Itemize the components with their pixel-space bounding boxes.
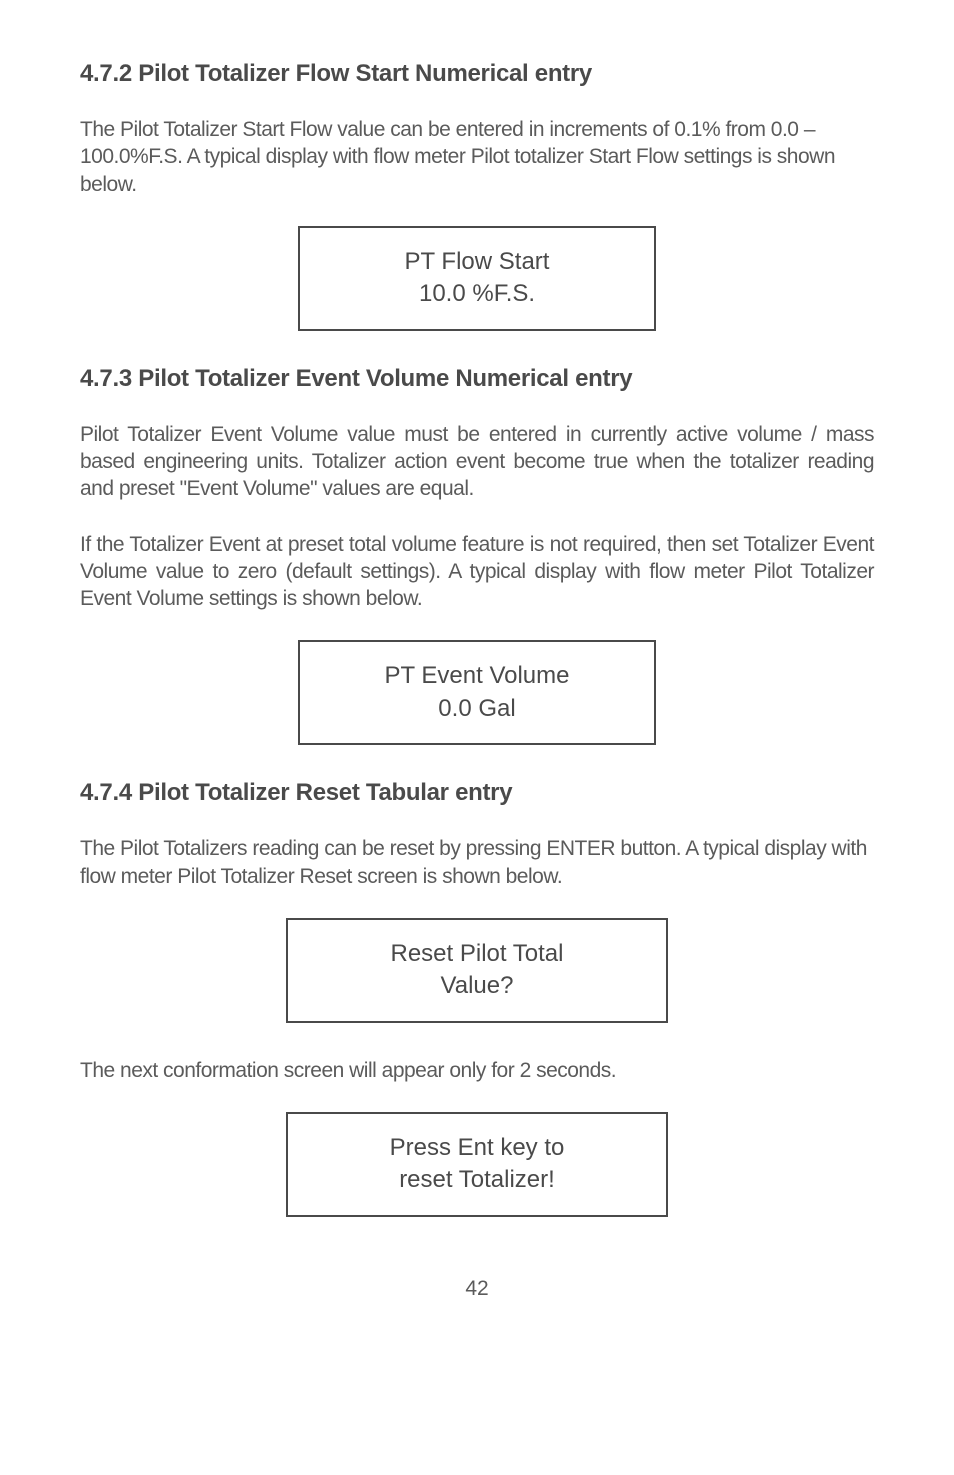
- heading-473: 4.7.3 Pilot Totalizer Event Volume Numer…: [80, 365, 874, 393]
- heading-472: 4.7.2 Pilot Totalizer Flow Start Numeric…: [80, 60, 874, 88]
- paragraph-474-1: The Pilot Totalizers reading can be rese…: [80, 835, 874, 890]
- heading-474: 4.7.4 Pilot Totalizer Reset Tabular entr…: [80, 779, 874, 807]
- display-line: Press Ent key to: [298, 1132, 656, 1164]
- paragraph-473-2: If the Totalizer Event at preset total v…: [80, 531, 874, 613]
- display-line: reset Totalizer!: [298, 1164, 656, 1196]
- display-box-press-ent: Press Ent key to reset Totalizer!: [286, 1112, 668, 1217]
- display-line: PT Flow Start: [310, 246, 644, 278]
- page-number: 42: [80, 1277, 874, 1301]
- paragraph-474-2: The next conformation screen will appear…: [80, 1057, 874, 1084]
- display-line: PT Event Volume: [310, 660, 644, 692]
- display-box-reset-pilot: Reset Pilot Total Value?: [286, 918, 668, 1023]
- paragraph-472-1: The Pilot Totalizer Start Flow value can…: [80, 116, 874, 198]
- display-line: Value?: [298, 970, 656, 1002]
- display-line: 0.0 Gal: [310, 693, 644, 725]
- paragraph-473-1: Pilot Totalizer Event Volume value must …: [80, 421, 874, 503]
- display-box-event-volume: PT Event Volume 0.0 Gal: [298, 640, 656, 745]
- display-line: Reset Pilot Total: [298, 938, 656, 970]
- display-line: 10.0 %F.S.: [310, 278, 644, 310]
- display-box-flow-start: PT Flow Start 10.0 %F.S.: [298, 226, 656, 331]
